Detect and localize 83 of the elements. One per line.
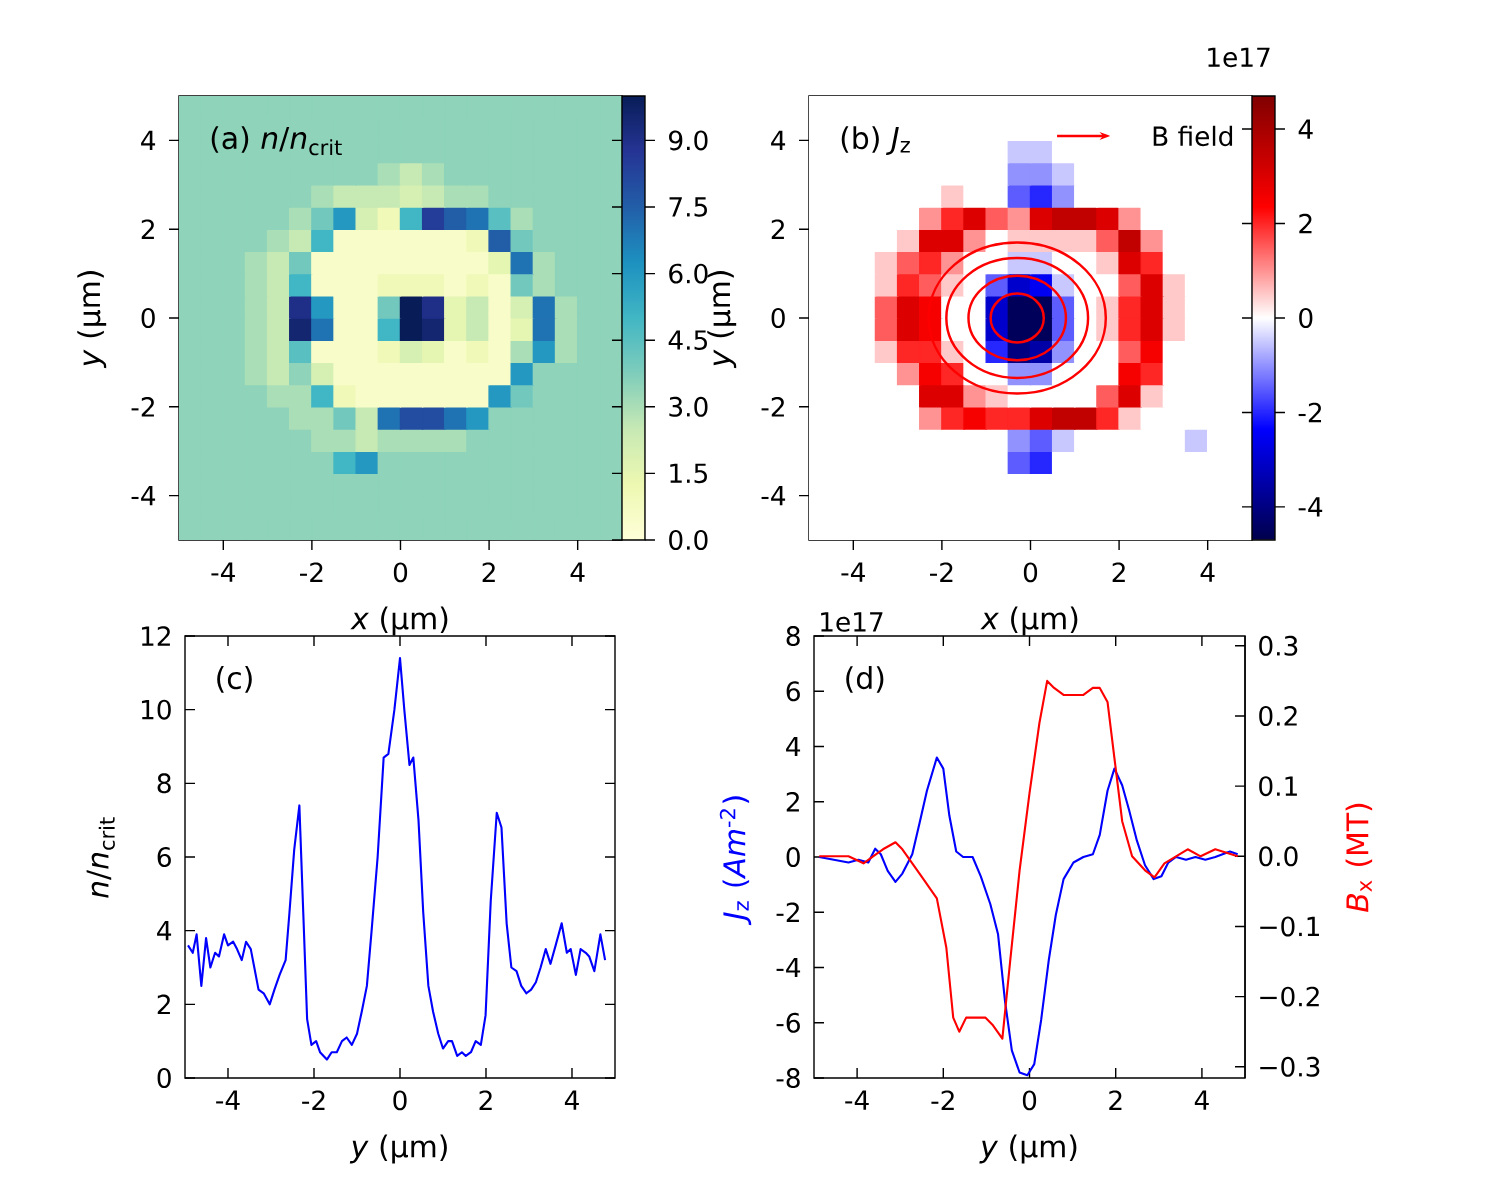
color-bar-label: -2 [1298, 402, 1322, 423]
color-bar-label: 1.5 [670, 463, 707, 484]
text: (d) [846, 666, 884, 693]
color-bar-label: 9.0 [669, 130, 708, 151]
x-tick-label: -4 [216, 1090, 240, 1110]
x-axis-title: x (μm) [980, 606, 1078, 636]
y-axis-title: y (μm) [77, 271, 107, 369]
y-tick-label: 0 [141, 308, 155, 328]
y-tick-label: 2 [157, 994, 170, 1015]
text: (b) J$_{z}$ [841, 126, 910, 155]
x-tick-label: 0 [1022, 1090, 1037, 1111]
x-tick-label: -4 [841, 562, 865, 582]
y2-tick-label: −0.2 [1260, 986, 1319, 1007]
y2-tick-label: −0.1 [1260, 916, 1319, 937]
x-axis-title: y (μm) [979, 1134, 1077, 1164]
y-tick-label: 0 [771, 308, 785, 328]
y-tick-label: -6 [776, 1012, 800, 1033]
y-tick-label: -2 [761, 397, 784, 417]
y-axis-title: y (μm) [707, 271, 737, 369]
x-tick-label: 4 [570, 562, 585, 582]
y-tick-label: 2 [786, 791, 799, 812]
y-tick-label: 8 [157, 773, 171, 794]
x-axis-title: y (μm) [349, 1134, 447, 1164]
color-bar-label: -4 [1298, 497, 1323, 517]
x-tick-label: 0 [1023, 562, 1038, 583]
text: (c) [217, 666, 252, 693]
x-tick-label: -2 [931, 1090, 954, 1110]
x-tick-label: 4 [1200, 562, 1215, 582]
y-axis-title: n/n$_{crit}$ [86, 817, 115, 898]
y-tick-label: 6 [157, 847, 171, 867]
y2-tick-label: −0.3 [1260, 1056, 1320, 1077]
x-tick-label: -4 [211, 562, 235, 582]
y-tick-label: -4 [761, 486, 786, 506]
color-bar-label: 0 [1299, 308, 1313, 328]
x-tick-label: -4 [845, 1090, 869, 1110]
color-bar-label: 4.5 [668, 330, 707, 351]
y-tick-label: 0 [786, 847, 800, 867]
y2-tick-label: 0.3 [1259, 635, 1298, 656]
y-tick-label: 6 [786, 681, 800, 702]
y-tick-label: 0 [157, 1068, 171, 1088]
y-axis-title: J$_{z}$ (Am$^{-2}$) [719, 796, 752, 926]
color-bar-label: 6.0 [669, 263, 708, 284]
x-tick-label: 4 [564, 1090, 579, 1110]
color-bar-label: 2 [1299, 213, 1312, 234]
x-tick-label: 2 [1109, 1090, 1122, 1110]
color-bar-label: 3.0 [669, 396, 708, 417]
text: (a) n/n$_{crit}$ [211, 126, 342, 156]
y-tick-label: -4 [776, 957, 801, 978]
x-tick-label: 2 [482, 562, 495, 582]
text: 1e17 [821, 612, 883, 632]
y-tick-label: -8 [776, 1068, 800, 1088]
y-tick-label: -2 [776, 902, 799, 923]
line-series [186, 657, 607, 1061]
x-tick-label: -2 [300, 562, 323, 582]
y2-tick-label: 0.0 [1259, 846, 1298, 867]
y-tick-label: 4 [157, 921, 172, 941]
x-tick-label: 0 [393, 562, 408, 583]
color-bar-title: 1e17 [1208, 47, 1270, 68]
y-tick-label: -4 [131, 486, 156, 506]
color-bar-label: 7.5 [669, 197, 707, 217]
y-tick-label: 4 [771, 130, 786, 151]
y-tick-label: 4 [141, 130, 156, 151]
line-series [818, 756, 1239, 1077]
color-bar-label: 4 [1298, 119, 1313, 139]
annotation: B field [1153, 125, 1233, 147]
x-axis-title: x (μm) [350, 606, 448, 636]
y-tick-label: -2 [131, 397, 154, 417]
y-tick-label: 4 [786, 736, 801, 757]
x-tick-label: 2 [479, 1090, 492, 1110]
x-tick-label: -2 [302, 1090, 325, 1110]
y-tick-label: 10 [141, 699, 171, 720]
y-tick-label: 8 [786, 626, 800, 646]
color-bar-label: 0.0 [669, 530, 708, 550]
y-tick-label: 2 [771, 219, 784, 239]
y2-tick-label: 0.1 [1259, 776, 1297, 797]
y-tick-label: 2 [141, 219, 154, 239]
x-tick-label: 0 [393, 1090, 407, 1111]
x-tick-label: 2 [1112, 562, 1125, 582]
x-tick-label: -2 [930, 562, 953, 582]
y2-tick-label: 0.2 [1259, 706, 1297, 726]
y-tick-label: 12 [141, 626, 170, 646]
y2-axis-title: B$_{x}$ (MT) [1345, 803, 1373, 912]
x-tick-label: 4 [1194, 1090, 1209, 1110]
